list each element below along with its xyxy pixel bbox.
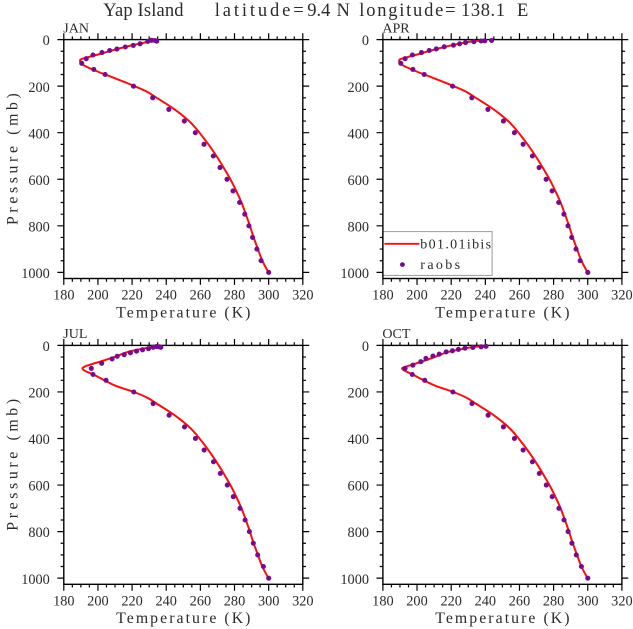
- svg-text:400: 400: [348, 432, 369, 448]
- svg-text:300: 300: [577, 288, 598, 304]
- svg-text:200: 200: [28, 80, 49, 96]
- svg-text:260: 260: [509, 288, 530, 304]
- svg-text:800: 800: [28, 219, 49, 235]
- svg-text:Pressure (mb): Pressure (mb): [5, 93, 22, 225]
- svg-text:200: 200: [406, 594, 427, 610]
- svg-text:240: 240: [155, 594, 176, 610]
- svg-text:280: 280: [543, 594, 564, 610]
- svg-text:300: 300: [577, 594, 598, 610]
- svg-text:OCT: OCT: [382, 327, 410, 342]
- svg-text:200: 200: [348, 386, 369, 402]
- svg-text:JUL: JUL: [63, 327, 87, 342]
- svg-text:1000: 1000: [21, 266, 50, 282]
- svg-text:200: 200: [348, 80, 369, 96]
- svg-text:0: 0: [362, 339, 369, 355]
- svg-text:320: 320: [292, 288, 313, 304]
- svg-text:600: 600: [28, 173, 49, 189]
- svg-text:280: 280: [224, 288, 245, 304]
- svg-text:260: 260: [509, 594, 530, 610]
- svg-text:180: 180: [372, 288, 393, 304]
- svg-text:260: 260: [190, 288, 211, 304]
- svg-text:220: 220: [440, 594, 461, 610]
- svg-text:0: 0: [43, 339, 50, 355]
- svg-text:1000: 1000: [340, 572, 369, 588]
- svg-text:raobs: raobs: [420, 258, 460, 273]
- svg-text:9.4: 9.4: [307, 1, 330, 21]
- svg-text:300: 300: [258, 288, 279, 304]
- svg-text:0: 0: [362, 33, 369, 49]
- svg-text:240: 240: [475, 594, 496, 610]
- svg-text:180: 180: [372, 594, 393, 610]
- svg-text:400: 400: [28, 126, 49, 142]
- svg-text:320: 320: [611, 288, 632, 304]
- svg-text:400: 400: [28, 432, 49, 448]
- svg-text:600: 600: [348, 173, 369, 189]
- svg-text:0: 0: [43, 33, 50, 49]
- svg-text:180: 180: [53, 288, 74, 304]
- svg-text:Yap Island: Yap Island: [103, 1, 184, 21]
- svg-text:JAN: JAN: [63, 21, 89, 36]
- svg-text:138.1: 138.1: [461, 1, 505, 21]
- svg-text:260: 260: [190, 594, 211, 610]
- svg-text:200: 200: [87, 288, 108, 304]
- svg-text:220: 220: [121, 288, 142, 304]
- svg-text:240: 240: [475, 288, 496, 304]
- svg-text:240: 240: [155, 288, 176, 304]
- svg-text:220: 220: [121, 594, 142, 610]
- svg-text:320: 320: [611, 594, 632, 610]
- svg-text:800: 800: [348, 219, 369, 235]
- svg-text:longitude=: longitude=: [359, 1, 455, 21]
- svg-text:400: 400: [348, 126, 369, 142]
- svg-text:1000: 1000: [21, 572, 50, 588]
- svg-text:1000: 1000: [340, 266, 369, 282]
- svg-text:180: 180: [53, 594, 74, 610]
- svg-text:200: 200: [87, 594, 108, 610]
- svg-text:Pressure (mb): Pressure (mb): [5, 399, 22, 531]
- svg-text:600: 600: [348, 479, 369, 495]
- svg-text:latitude=: latitude=: [215, 1, 304, 21]
- svg-text:800: 800: [348, 525, 369, 541]
- svg-text:600: 600: [28, 479, 49, 495]
- svg-text:200: 200: [28, 386, 49, 402]
- svg-text:b01.01ibis: b01.01ibis: [420, 237, 491, 252]
- svg-text:APR: APR: [382, 21, 410, 36]
- svg-text:300: 300: [258, 594, 279, 610]
- svg-text:280: 280: [543, 288, 564, 304]
- svg-text:320: 320: [292, 594, 313, 610]
- svg-text:200: 200: [406, 288, 427, 304]
- svg-text:800: 800: [28, 525, 49, 541]
- svg-text:E: E: [517, 1, 528, 21]
- svg-text:280: 280: [224, 594, 245, 610]
- svg-text:220: 220: [440, 288, 461, 304]
- svg-text:N: N: [337, 1, 350, 21]
